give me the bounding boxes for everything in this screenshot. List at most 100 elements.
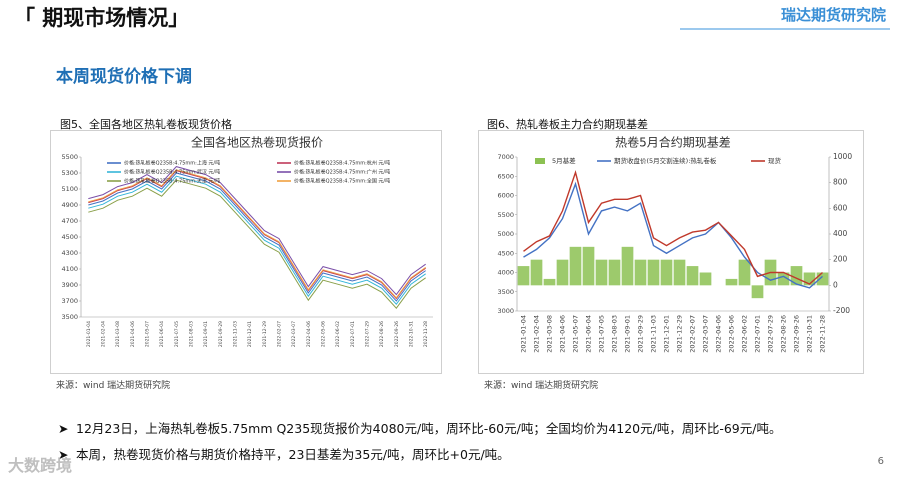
x-tick-label: 2022-11-28 bbox=[423, 321, 429, 347]
legend-label: 价格:热轧板卷Q235B:4.75mm:天津 元/吨 bbox=[124, 178, 220, 185]
bar bbox=[686, 266, 699, 286]
bar bbox=[647, 259, 660, 286]
x-tick-label: 2021-12-29 bbox=[676, 315, 684, 353]
bullet-text: 本周，热卷现货价格与期货价格持平，23日基差为35元/吨，周环比+0元/吨。 bbox=[76, 447, 510, 462]
bar bbox=[556, 259, 569, 286]
x-tick-label: 2022-07-29 bbox=[767, 315, 775, 353]
y-tick-label: 5500 bbox=[497, 211, 514, 219]
x-tick-label: 2021-04-06 bbox=[130, 321, 136, 347]
x-tick-label: 2021-11-03 bbox=[650, 315, 658, 353]
bar bbox=[530, 259, 543, 286]
x-tick-label: 2021-05-07 bbox=[572, 315, 580, 353]
bar bbox=[725, 278, 738, 286]
bar bbox=[595, 259, 608, 286]
x-tick-label: 2021-01-04 bbox=[86, 321, 92, 347]
logo: 瑞达期货研究院 bbox=[780, 6, 886, 24]
bar bbox=[673, 259, 686, 286]
figure-caption: 图6、热轧卷板主力合约期现基差 bbox=[487, 118, 648, 131]
bar bbox=[582, 246, 595, 286]
y2-tick-label: 600 bbox=[833, 203, 848, 212]
y2-tick-label: 400 bbox=[833, 229, 848, 238]
slide-title: 「 期现市场情况」 bbox=[14, 6, 190, 30]
y2-tick-label: 0 bbox=[833, 280, 838, 289]
y-tick-label: 3000 bbox=[497, 307, 514, 315]
x-tick-label: 2022-07-01 bbox=[754, 315, 762, 353]
x-tick-label: 2022-08-26 bbox=[780, 315, 788, 353]
x-tick-label: 2022-10-31 bbox=[409, 321, 415, 347]
y2-tick-label: -200 bbox=[833, 306, 850, 315]
y-tick-label: 4000 bbox=[497, 269, 514, 277]
y-tick-label: 5300 bbox=[61, 169, 78, 177]
x-tick-label: 2021-03-08 bbox=[115, 321, 121, 347]
chart-frame: 全国各地区热卷现货报价 3500 3700 3900 4100 4300 4500 4700 4… bbox=[50, 130, 442, 374]
y-tick-label: 6000 bbox=[497, 192, 514, 200]
legend-label: 期货收盘价(5月交割连续):热轧卷板 bbox=[614, 156, 717, 165]
figure-caption: 图5、全国各地区热轧卷板现货价格 bbox=[60, 118, 232, 131]
x-tick-label: 2022-03-07 bbox=[702, 315, 710, 353]
x-tick-label: 2021-06-04 bbox=[159, 321, 165, 347]
x-tick-label: 2022-10-31 bbox=[806, 315, 814, 353]
page-number: 6 bbox=[877, 456, 884, 467]
y-tick-label: 4500 bbox=[497, 249, 514, 257]
y-tick-label: 3500 bbox=[61, 313, 78, 321]
logo-rule bbox=[680, 28, 890, 30]
y-tick-label: 5000 bbox=[497, 230, 514, 238]
x-tick-label: 2021-11-03 bbox=[233, 321, 239, 347]
x-tick-label: 2022-06-02 bbox=[741, 315, 749, 353]
x-tick-label: 2021-03-08 bbox=[546, 315, 554, 353]
chart-title: 热卷5月合约期现基差 bbox=[615, 135, 731, 150]
section-title: 本周现货价格下调 bbox=[56, 67, 192, 87]
bar bbox=[777, 272, 790, 286]
y-tick-label: 3700 bbox=[61, 297, 78, 305]
legend-label: 5月基差 bbox=[552, 156, 576, 165]
legend-swatch bbox=[535, 158, 545, 164]
line-series bbox=[523, 181, 823, 289]
chart: 热卷5月合约期现基差300035004000450050005500600065… bbox=[497, 135, 852, 353]
source-note: 来源：wind 瑞达期货研究院 bbox=[56, 381, 171, 391]
chart-frame: 热卷5月合约期现基差 3000 3500 4000 4500 5000 5500 6000 65… bbox=[478, 130, 864, 374]
y-tick-label: 4900 bbox=[61, 201, 78, 209]
x-tick-label: 2022-11-28 bbox=[819, 315, 827, 353]
x-tick-label: 2022-07-29 bbox=[365, 321, 371, 347]
legend-label: 价格:热轧板卷Q235B:4.75mm:武汉 元/吨 bbox=[124, 169, 220, 176]
line-series bbox=[88, 179, 426, 309]
y-tick-label: 4100 bbox=[61, 265, 78, 273]
bar bbox=[517, 266, 530, 286]
x-tick-label: 2021-09-29 bbox=[637, 315, 645, 353]
y-tick-label: 6500 bbox=[497, 172, 514, 180]
x-tick-label: 2021-12-01 bbox=[663, 315, 671, 353]
y-tick-label: 3500 bbox=[497, 288, 514, 296]
y-tick-label: 5100 bbox=[61, 185, 78, 193]
bar bbox=[634, 259, 647, 286]
x-tick-label: 2021-07-05 bbox=[598, 315, 606, 353]
legend-label: 价格:热轧板卷Q235B:4.75mm:全国 元/吨 bbox=[294, 178, 390, 185]
watermark: 大数跨境 bbox=[8, 456, 73, 475]
y-tick-label: 4700 bbox=[61, 217, 78, 225]
x-tick-label: 2022-09-26 bbox=[793, 315, 801, 353]
bar bbox=[660, 259, 673, 286]
bar bbox=[816, 272, 829, 286]
x-tick-label: 2022-05-06 bbox=[321, 321, 327, 347]
line-series bbox=[88, 175, 426, 305]
y-tick-label: 7000 bbox=[497, 153, 514, 161]
y-tick-label: 4300 bbox=[61, 249, 78, 257]
line-series bbox=[88, 169, 426, 299]
y-tick-label: 5500 bbox=[61, 153, 78, 161]
bar bbox=[621, 246, 634, 286]
x-tick-label: 2021-01-04 bbox=[520, 315, 528, 353]
legend-label: 价格:热轧板卷Q235B:4.75mm:广州 元/吨 bbox=[294, 169, 390, 176]
x-tick-label: 2021-09-29 bbox=[218, 321, 224, 347]
x-tick-label: 2022-03-07 bbox=[291, 321, 297, 347]
bar bbox=[699, 272, 712, 286]
x-tick-label: 2021-04-06 bbox=[559, 315, 567, 353]
x-tick-label: 2022-02-07 bbox=[689, 315, 697, 353]
x-tick-label: 2022-02-07 bbox=[277, 321, 283, 347]
bar bbox=[738, 259, 751, 286]
chart-title: 全国各地区热卷现货报价 bbox=[191, 135, 323, 150]
x-tick-label: 2021-09-01 bbox=[624, 315, 632, 353]
legend-label: 价格:热轧板卷Q235B:4.75mm:上海 元/吨 bbox=[124, 160, 220, 167]
source-note: 来源：wind 瑞达期货研究院 bbox=[484, 381, 599, 391]
y2-tick-label: 1000 bbox=[833, 152, 852, 161]
line-series bbox=[88, 172, 426, 302]
